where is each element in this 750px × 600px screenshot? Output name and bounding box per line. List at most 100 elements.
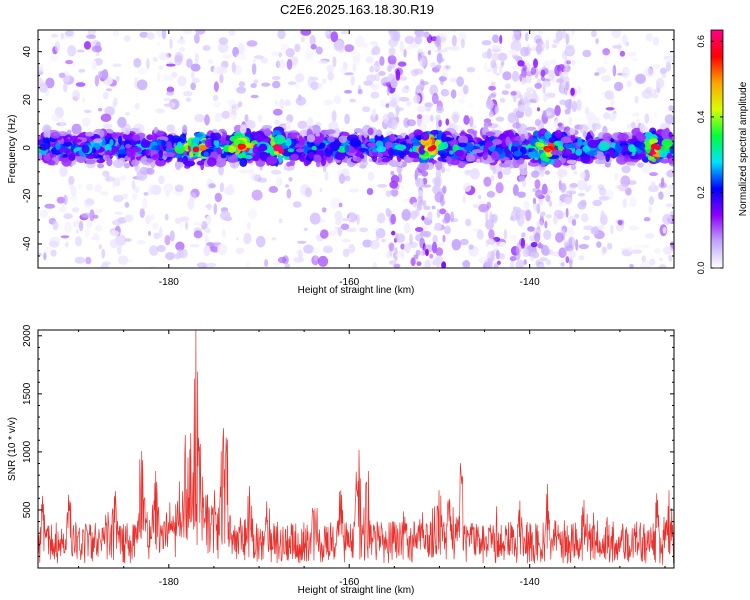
heatmap-cell <box>511 70 520 82</box>
heatmap-cell <box>503 229 508 240</box>
heatmap-cell <box>144 149 149 154</box>
heatmap-cell <box>91 236 100 241</box>
heatmap-cell <box>284 263 291 268</box>
heatmap-cell <box>156 42 161 47</box>
heatmap-cell <box>191 77 200 84</box>
heatmap-cell <box>420 162 430 171</box>
heatmap-cell <box>39 82 48 93</box>
heatmap-cell <box>614 81 624 92</box>
heatmap-cell <box>124 202 130 208</box>
heatmap-cell <box>264 259 269 267</box>
snr-y-tick-label: 500 <box>22 501 33 518</box>
heatmap-cell <box>546 259 551 266</box>
heatmap-cell <box>554 129 563 138</box>
heatmap-cell <box>285 120 291 132</box>
heatmap-cell <box>122 132 135 141</box>
colorbar-frame <box>710 29 724 269</box>
heatmap-cell <box>131 193 138 201</box>
heatmap-cell <box>121 193 128 200</box>
heatmap-cell <box>237 101 243 108</box>
heatmap-cell <box>247 208 258 220</box>
heatmap-cell <box>643 67 654 77</box>
heatmap-cell <box>370 83 380 90</box>
heatmap-cell <box>95 209 103 214</box>
heatmap-cell <box>513 150 522 157</box>
heatmap-cell <box>534 82 543 89</box>
heatmap-cell <box>523 97 529 105</box>
heatmap-cell <box>360 154 365 160</box>
heatmap-cell <box>587 139 599 149</box>
heatmap-cell <box>420 31 430 38</box>
heatmap-cell <box>669 144 674 154</box>
heatmap-cell <box>50 132 61 139</box>
heatmap-cell <box>597 225 605 230</box>
heatmap-cell <box>306 134 316 143</box>
heatmap-cell <box>369 239 380 250</box>
heatmap-cell <box>665 203 674 208</box>
heatmap-cell <box>434 176 442 188</box>
heatmap-cell <box>421 170 429 177</box>
heatmap-cell <box>664 189 674 197</box>
heatmap-cell <box>137 67 147 75</box>
heatmap-cell <box>534 232 541 243</box>
heatmap-cell <box>544 131 552 140</box>
heatmap-cell <box>205 138 212 148</box>
heatmap-cell <box>481 40 492 46</box>
heatmap-cell <box>268 186 279 193</box>
heatmap-cell <box>369 41 379 46</box>
heatmap-cell <box>149 265 158 268</box>
heatmap-cell <box>393 263 401 268</box>
heatmap-cell <box>449 150 454 155</box>
heatmap-cell <box>617 43 622 52</box>
heatmap-cell <box>435 247 444 257</box>
heatmap-cell <box>85 256 92 265</box>
heatmap-cell <box>468 104 474 109</box>
heatmap-cell <box>277 59 286 69</box>
heatmap-cell <box>430 62 436 68</box>
heatmap-cell <box>133 58 142 68</box>
heatmap-cell <box>455 125 464 131</box>
heatmap-cell <box>482 152 488 161</box>
heatmap-cell <box>665 184 674 190</box>
heatmap-cell <box>661 138 673 148</box>
heatmap-cell <box>75 229 80 234</box>
heatmap-cell <box>239 125 247 134</box>
heatmap-cell <box>502 71 512 81</box>
heatmap-cell <box>416 261 422 267</box>
heatmap-cell <box>213 203 218 215</box>
heatmap-cell <box>217 66 228 74</box>
heatmap-cell <box>95 41 102 53</box>
heatmap-cell <box>653 112 657 119</box>
heatmap-cell <box>644 113 650 124</box>
heatmap-cell <box>491 52 499 61</box>
heatmap-cell <box>560 136 572 144</box>
heatmap-cell <box>556 78 564 84</box>
heatmap-cell <box>440 75 444 86</box>
heatmap-cell <box>190 71 195 79</box>
heatmap-cell <box>429 84 439 96</box>
heatmap-cell <box>96 159 105 164</box>
heatmap-cell <box>435 105 444 114</box>
heatmap-cell <box>285 138 292 147</box>
heatmap-cell <box>533 58 538 69</box>
heatmap-cell <box>239 169 250 174</box>
heatmap-cell <box>442 65 448 78</box>
heatmap-cell <box>627 180 637 186</box>
heatmap-cell <box>639 123 646 133</box>
heatmap-cell <box>395 104 400 116</box>
heatmap-cell <box>564 108 571 115</box>
heatmap-cell <box>511 31 521 44</box>
heatmap-cell <box>271 75 281 81</box>
heatmap-cell <box>85 198 95 205</box>
heatmap-cell <box>520 209 527 216</box>
heatmap-cell <box>67 45 77 57</box>
heatmap-cell <box>202 45 211 51</box>
heatmap-cell <box>648 196 655 206</box>
heatmap-cell <box>421 184 432 188</box>
heatmap-cell <box>577 136 583 147</box>
heatmap-cell <box>658 264 667 268</box>
heatmap-cell <box>166 86 175 93</box>
heatmap-cell <box>148 230 151 236</box>
heatmap-cell <box>636 118 640 126</box>
heatmap-cell <box>651 181 656 189</box>
